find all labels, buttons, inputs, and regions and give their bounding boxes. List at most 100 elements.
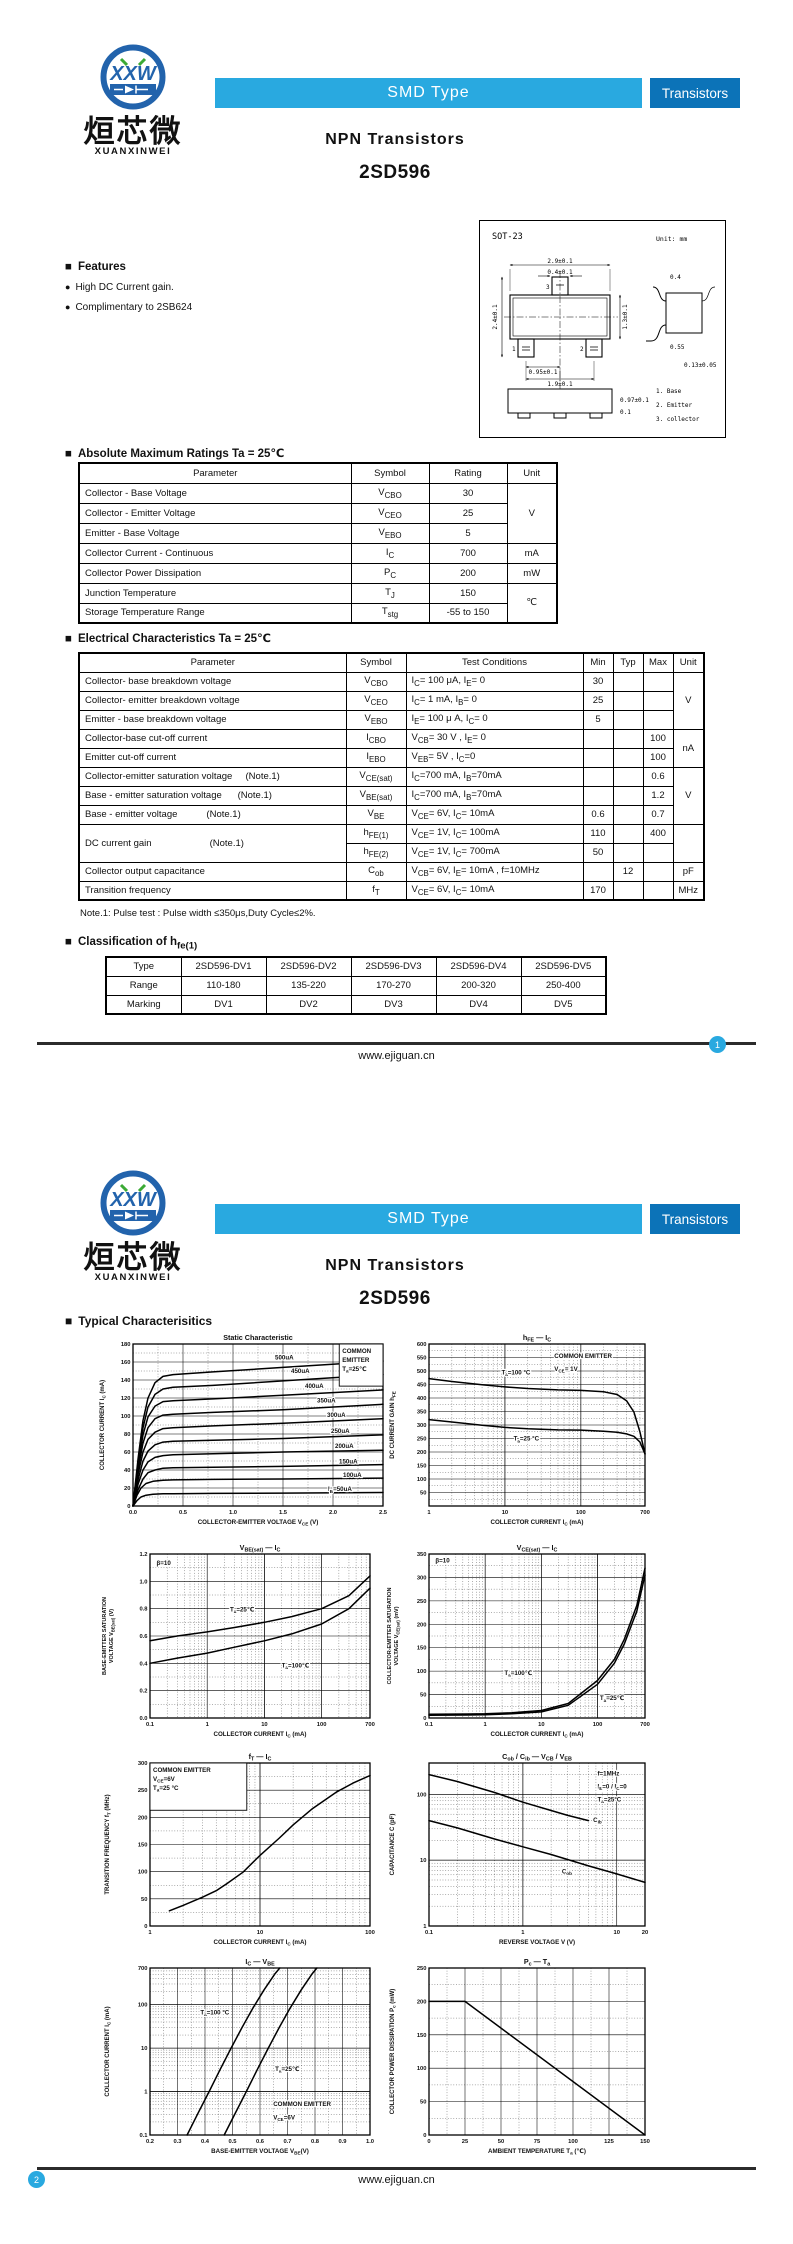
table-cell: 135-220 <box>265 975 352 996</box>
table-cell: 2SD596-DV3 <box>350 956 437 977</box>
svg-text:1: 1 <box>144 2090 148 2096</box>
svg-text:f=1MHz: f=1MHz <box>597 1771 619 1778</box>
svg-text:700: 700 <box>640 1510 650 1516</box>
svg-text:500: 500 <box>417 1369 427 1375</box>
svg-text:10: 10 <box>261 1722 267 1728</box>
package-dimension-label: 2 <box>580 346 584 353</box>
series-Cob <box>428 1819 646 1884</box>
series-IB=450uA <box>132 1373 384 1507</box>
table-cell: IC=700 mA, IB=70mA <box>405 766 584 787</box>
series-IB=350uA <box>132 1403 384 1507</box>
part-number: 2SD596 <box>359 162 431 183</box>
footer-url[interactable]: www.ejiguan.cn <box>358 1050 435 1062</box>
table-cell: DC current gain (Note.1) <box>78 823 347 863</box>
svg-text:700: 700 <box>365 1722 375 1728</box>
package-dimension-label: 0.4±0.1 <box>547 269 573 276</box>
package-dimension-label: SOT-23 <box>492 232 523 242</box>
table-cell: 30 <box>428 482 508 504</box>
classification-title-label: Classification of hfe(1) <box>77 936 198 952</box>
package-dimension-label: 1. Base <box>656 388 682 395</box>
svg-text:200uA: 200uA <box>335 1443 354 1450</box>
svg-text:IC — VBE: IC — VBE <box>245 1958 275 1968</box>
table-cell: VCE= 1V, IC= 700mA <box>405 842 584 863</box>
svg-text:1: 1 <box>427 1510 431 1516</box>
square-marker-icon: ■ <box>65 1314 73 1328</box>
svg-text:150: 150 <box>417 2033 427 2039</box>
header-bar-transistors: Transistors <box>650 78 740 108</box>
chart-static-characteristic: COMMON EMITTER Ta=25℃ 500uA 450uA 400uA 350uA 3… <box>95 1330 395 1545</box>
product-title: NPN Transistors <box>325 131 465 148</box>
svg-text:BASE-EMITTER VOLTAGE VBE(V): BASE-EMITTER VOLTAGE VBE(V) <box>211 2148 309 2156</box>
bullet-icon: ● <box>65 282 71 292</box>
transistors-label: Transistors <box>661 85 729 101</box>
table-cell: ℃ <box>506 582 558 624</box>
svg-text:300: 300 <box>417 1575 427 1581</box>
svg-text:350: 350 <box>417 1410 427 1416</box>
table-cell: 12 <box>612 861 644 882</box>
svg-text:150uA: 150uA <box>339 1458 358 1465</box>
svg-text:200: 200 <box>417 1450 427 1456</box>
footer-url[interactable]: www.ejiguan.cn <box>358 2174 435 2186</box>
ec-title-label: Electrical Characteristics Ta = 25℃ <box>77 633 271 645</box>
svg-text:fT — IC: fT — IC <box>249 1753 272 1763</box>
svg-text:450uA: 450uA <box>291 1368 310 1375</box>
svg-text:0.8: 0.8 <box>311 2139 320 2145</box>
svg-text:0.1: 0.1 <box>425 1930 434 1936</box>
svg-text:Ta=100 °C: Ta=100 °C <box>200 2009 229 2017</box>
feature-text: Complimentary to 2SB624 <box>75 302 193 313</box>
table-cell: ICBO <box>345 728 407 749</box>
series-Ta=100C <box>186 1967 281 2136</box>
table-cell <box>612 671 644 692</box>
svg-text:REVERSE VOLTAGE V (V): REVERSE VOLTAGE V (V) <box>499 1939 575 1946</box>
table-cell: hFE(1) <box>345 823 407 844</box>
series-IB=400uA <box>132 1389 384 1507</box>
table-cell: V <box>672 766 705 825</box>
svg-text:Pc — Ta: Pc — Ta <box>524 1958 551 1968</box>
table-cell: 200 <box>428 562 508 584</box>
svg-text:0.4: 0.4 <box>201 2139 210 2145</box>
table-cell: 2SD596-DV5 <box>520 956 607 977</box>
table-cell <box>642 690 674 711</box>
table-cell: IC= 100 μA, IE= 0 <box>405 671 584 692</box>
table-cell: VCBO <box>345 671 407 692</box>
svg-text:200: 200 <box>417 1999 427 2005</box>
table-cell <box>612 842 644 863</box>
series-Ta=100C <box>149 1587 371 1665</box>
square-marker-icon: ■ <box>65 936 72 948</box>
table-cell: DV5 <box>520 994 607 1015</box>
svg-text:CAPACITANCE C (pF): CAPACITANCE C (pF) <box>390 1814 396 1876</box>
svg-text:VOLTAGE VBE(sat) (V): VOLTAGE VBE(sat) (V) <box>109 1609 116 1663</box>
svg-text:10: 10 <box>420 1858 426 1864</box>
svg-text:1.0: 1.0 <box>229 1510 237 1516</box>
table-cell: 400 <box>642 823 674 844</box>
table-cell: VBE(sat) <box>345 785 407 806</box>
chart-hfe-vs-ic: COMMON EMITTER VCE= 1V Ta=100 °C Ta=25 °C 1 1… <box>385 1330 685 1545</box>
table-cell: PC <box>350 562 430 584</box>
section-title-classification: ■ Classification of hfe(1) <box>65 936 197 951</box>
brand-name-chinese: 烜芯微 <box>83 114 183 149</box>
svg-text:0.1: 0.1 <box>425 1722 434 1728</box>
svg-text:100: 100 <box>417 2066 427 2072</box>
table-cell: Range <box>105 975 182 996</box>
svg-text:COLLECTOR CURRENT IC (mA): COLLECTOR CURRENT IC (mA) <box>491 1519 584 1527</box>
svg-text:1.0: 1.0 <box>366 2139 374 2145</box>
logo-green-accent-icon <box>119 1183 147 1193</box>
svg-text:140: 140 <box>121 1378 131 1384</box>
svg-text:COMMON EMITTER: COMMON EMITTER <box>153 1767 211 1774</box>
chart-vbesat-vs-ic: β=10 Ta=25℃ Ta=100℃ 0.1 1 10 100 700 0.0 0.2 0.4 0.… <box>100 1541 390 1753</box>
svg-text:COMMON EMITTER: COMMON EMITTER <box>273 2101 331 2108</box>
table-cell: Junction Temperature <box>78 582 352 604</box>
table-cell: 250-400 <box>520 975 607 996</box>
brand-logo-icon: XXW <box>100 44 166 110</box>
table-cell: Emitter - Base Voltage <box>78 522 352 544</box>
svg-text:2.5: 2.5 <box>379 1510 388 1516</box>
svg-text:1: 1 <box>148 1930 152 1936</box>
table-cell: 100 <box>642 747 674 768</box>
table-cell: MHz <box>672 880 705 901</box>
svg-text:VBE(sat) — IC: VBE(sat) — IC <box>240 1543 281 1554</box>
table-cell: Collector-base cut-off current <box>78 728 347 749</box>
table-cell: V <box>672 671 705 730</box>
svg-text:0.0: 0.0 <box>129 1510 137 1516</box>
table-cell: 50 <box>582 842 614 863</box>
table-cell <box>642 671 674 692</box>
